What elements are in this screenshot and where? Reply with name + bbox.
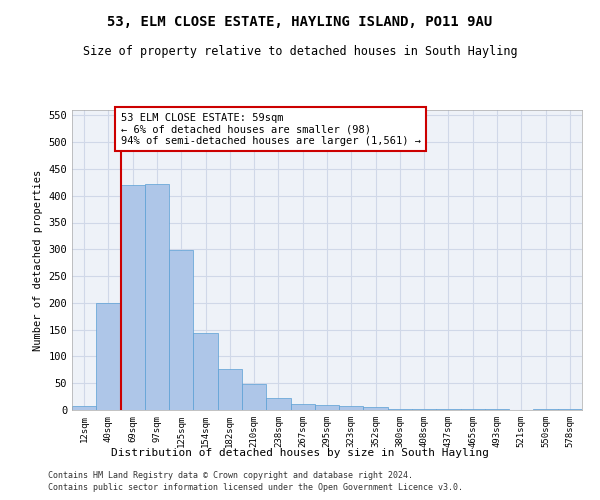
Text: 53, ELM CLOSE ESTATE, HAYLING ISLAND, PO11 9AU: 53, ELM CLOSE ESTATE, HAYLING ISLAND, PO… [107, 15, 493, 29]
Bar [96, 303, 121, 410]
Bar [145, 184, 169, 410]
Text: Distribution of detached houses by size in South Hayling: Distribution of detached houses by size … [111, 448, 489, 458]
Bar [72, 406, 96, 410]
Bar [242, 384, 266, 410]
Bar [388, 409, 412, 410]
Bar [558, 409, 582, 410]
Bar [218, 369, 242, 410]
Bar [315, 404, 339, 410]
Bar [121, 185, 145, 410]
Text: Contains public sector information licensed under the Open Government Licence v3: Contains public sector information licen… [48, 483, 463, 492]
Bar [290, 404, 315, 410]
Bar [169, 250, 193, 410]
Y-axis label: Number of detached properties: Number of detached properties [33, 170, 43, 350]
Text: Size of property relative to detached houses in South Hayling: Size of property relative to detached ho… [83, 45, 517, 58]
Text: Contains HM Land Registry data © Crown copyright and database right 2024.: Contains HM Land Registry data © Crown c… [48, 470, 413, 480]
Bar [364, 408, 388, 410]
Bar [193, 334, 218, 410]
Bar [339, 406, 364, 410]
Bar [266, 398, 290, 410]
Text: 53 ELM CLOSE ESTATE: 59sqm
← 6% of detached houses are smaller (98)
94% of semi-: 53 ELM CLOSE ESTATE: 59sqm ← 6% of detac… [121, 112, 421, 146]
